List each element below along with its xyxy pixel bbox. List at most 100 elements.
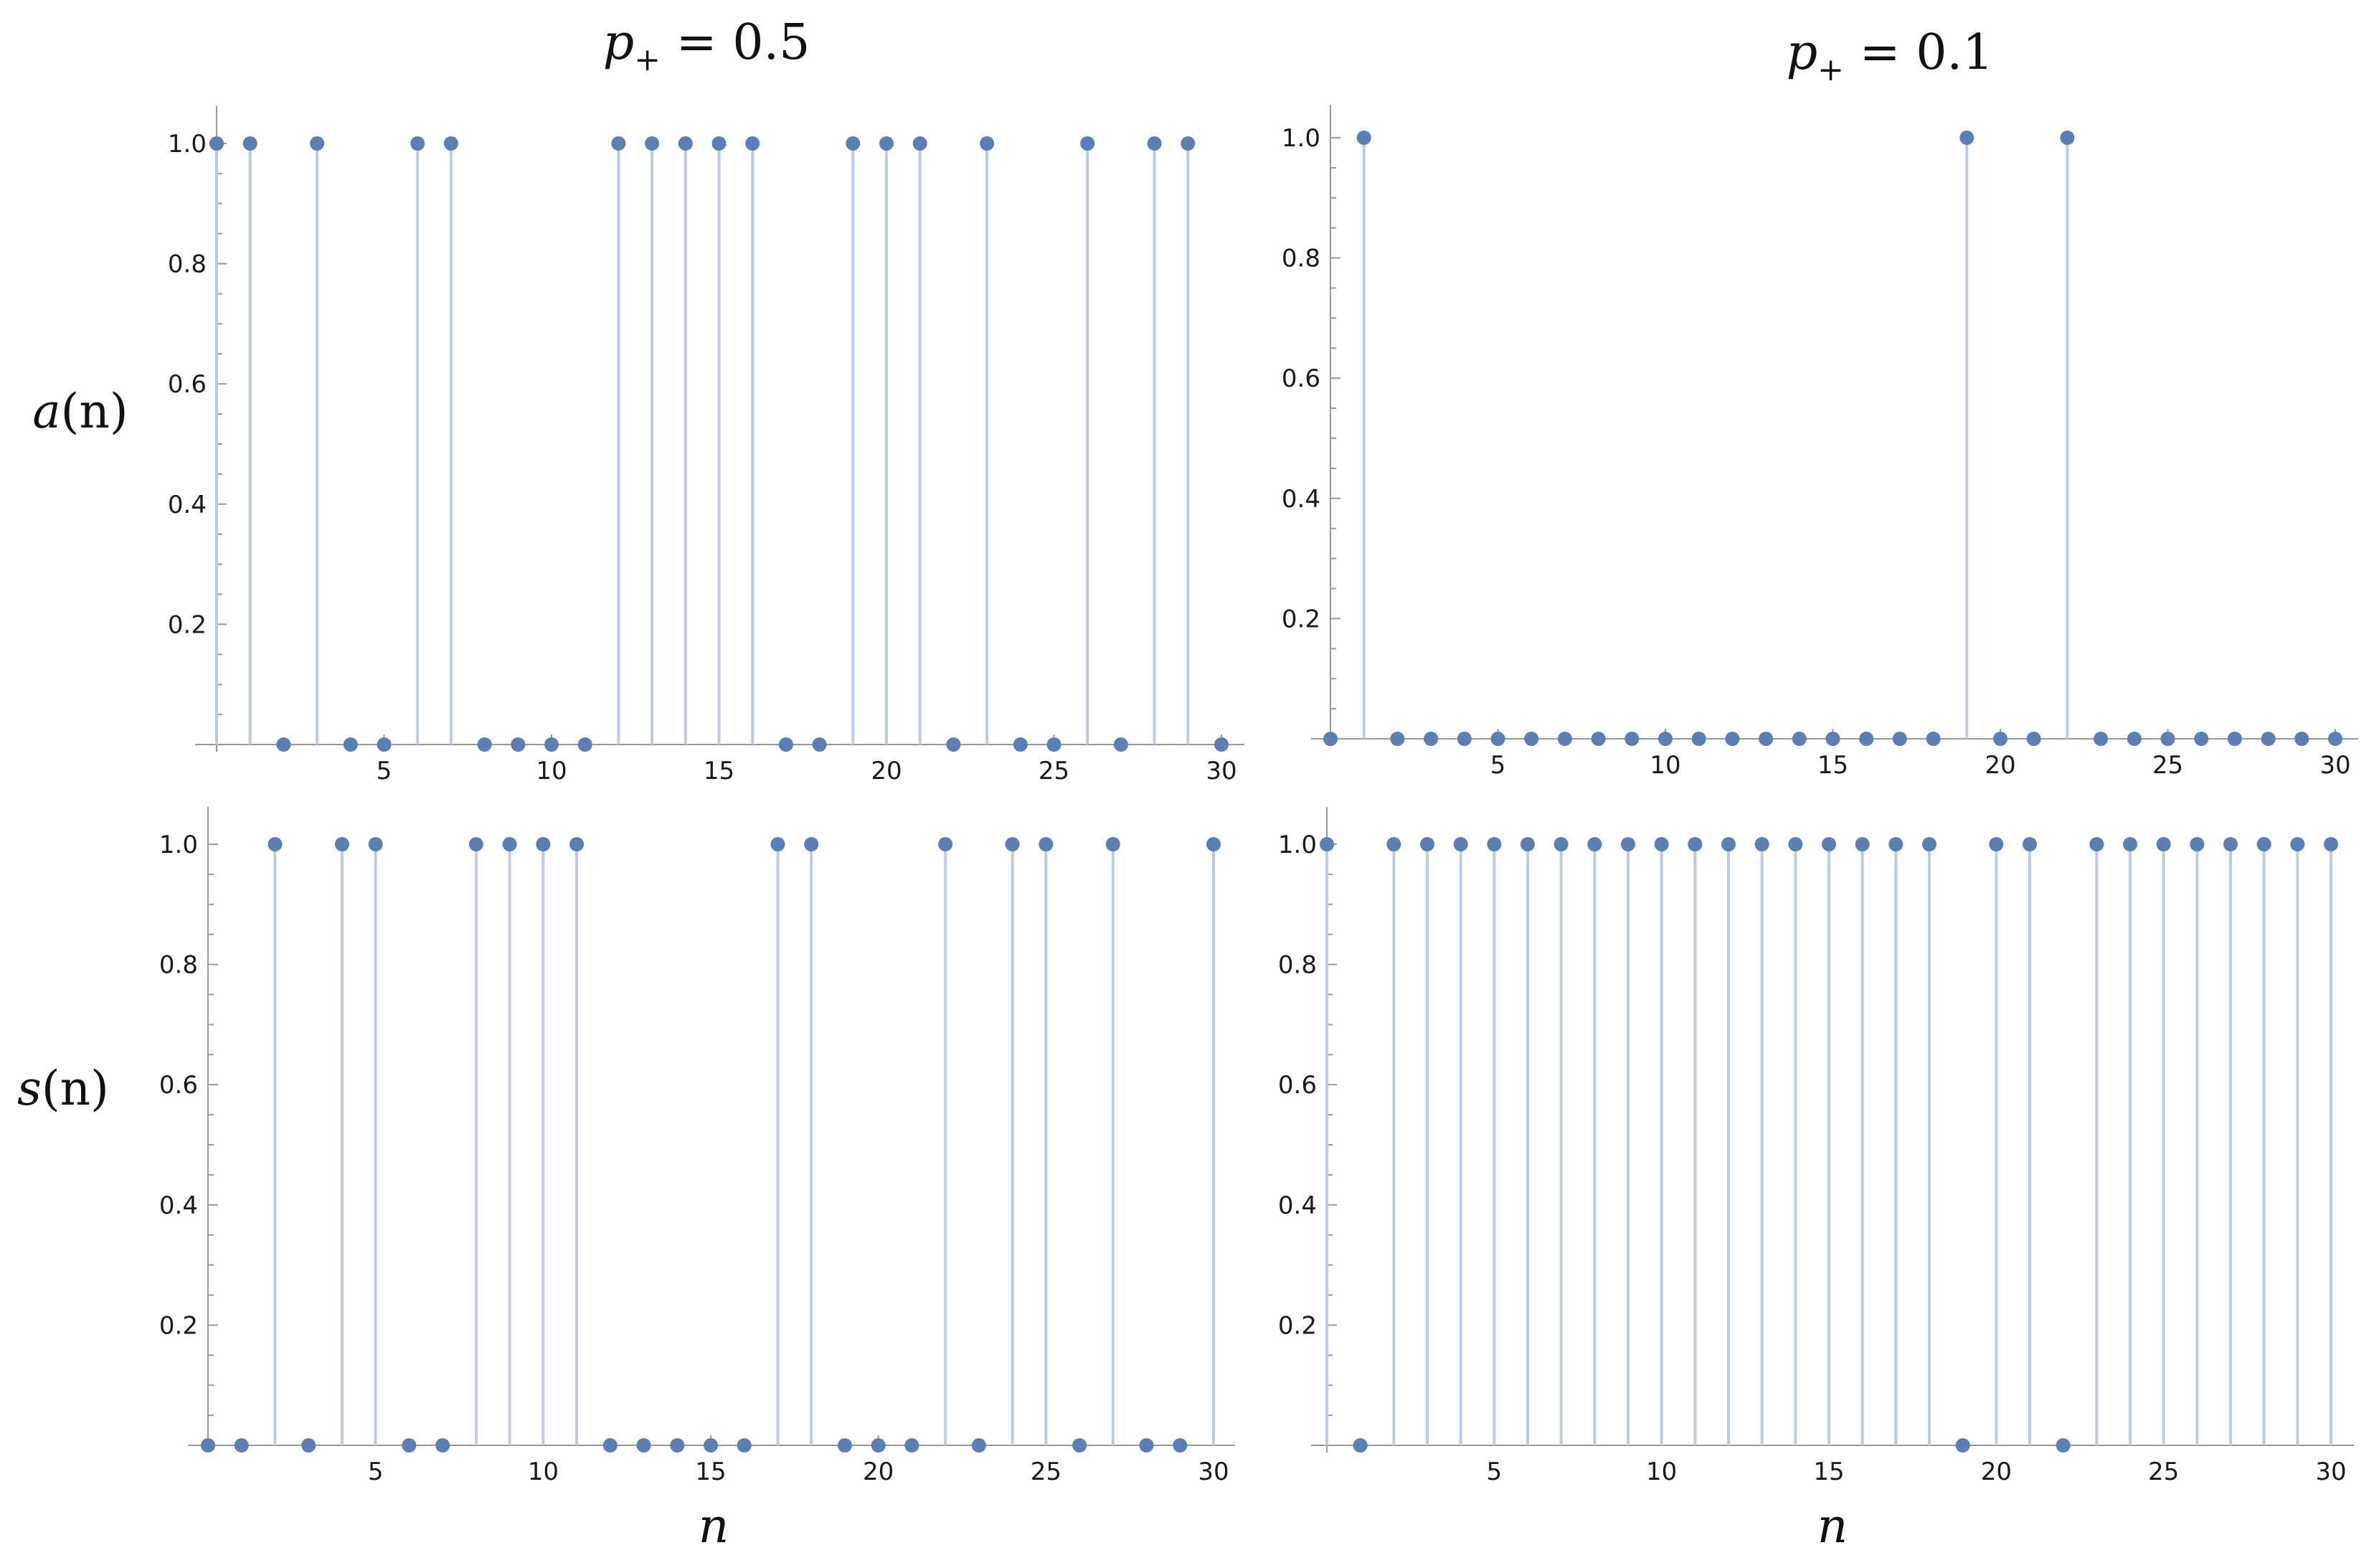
point-a-p01-25 (2160, 732, 2175, 746)
panel-s-p05: 5 10 15 20 25 30 0.2 0.4 0.6 0.8 1.0 (159, 807, 1235, 1486)
x-tick-label-a-p05-20: 20 (871, 757, 902, 785)
point-a-p01-9 (1625, 732, 1640, 746)
point-a-p01-28 (2261, 732, 2276, 746)
row-label-bottom: s(n) (17, 1061, 109, 1116)
point-s-p01-6 (1521, 837, 1535, 851)
x-tick-label-a-p01-20: 20 (1985, 751, 2015, 780)
point-s-p01-26 (2190, 837, 2205, 851)
point-s-p05-23 (971, 1438, 986, 1453)
y-tick-label-s-p05-0.4: 0.4 (159, 1191, 198, 1220)
point-a-p05-30 (1214, 737, 1229, 752)
column-title-right-sub: + (1817, 52, 1844, 88)
point-a-p01-27 (2227, 732, 2242, 746)
point-s-p01-2 (1386, 837, 1401, 851)
row-label-top: a(n) (32, 384, 128, 439)
point-a-p05-16 (745, 136, 760, 151)
point-a-p05-12 (611, 136, 626, 151)
x-tick-label-a-p01-15: 15 (1817, 751, 1848, 780)
point-s-p01-1 (1353, 1438, 1368, 1453)
point-s-p05-4 (334, 837, 349, 851)
point-a-p01-20 (1993, 732, 2008, 746)
point-a-p05-28 (1147, 136, 1162, 151)
row-label-bottom-var: s (17, 1061, 42, 1116)
point-s-p01-21 (2023, 837, 2037, 851)
point-a-p01-4 (1457, 732, 1472, 746)
point-s-p01-16 (1855, 837, 1870, 851)
panel-a-p05: 5 10 15 20 25 30 0.2 0.4 0.6 0.8 1.0 (168, 106, 1244, 785)
x-tick-label-s-p05-30: 30 (1198, 1458, 1229, 1486)
point-a-p01-29 (2294, 732, 2309, 746)
point-a-p01-13 (1759, 732, 1774, 746)
point-a-p05-5 (377, 737, 392, 752)
x-tick-label-a-p05-30: 30 (1206, 757, 1236, 785)
y-tick-label-s-p01-0.2: 0.2 (1278, 1311, 1317, 1340)
point-a-p01-19 (1959, 131, 1975, 145)
point-a-p05-18 (812, 737, 827, 752)
point-a-p05-17 (778, 737, 793, 752)
column-title-right-eq: = 0.1 (1844, 24, 1993, 81)
point-s-p01-24 (2123, 837, 2137, 851)
x-tick-label-a-p01-10: 10 (1650, 751, 1680, 780)
point-a-p05-3 (310, 136, 325, 151)
x-tick-label-s-p01-15: 15 (1813, 1458, 1844, 1486)
point-s-p05-5 (368, 837, 383, 851)
point-a-p01-8 (1591, 732, 1606, 746)
point-s-p05-14 (670, 1438, 685, 1453)
point-a-p01-10 (1658, 732, 1673, 746)
point-a-p05-8 (477, 737, 492, 752)
column-title-left-sub: + (634, 42, 661, 78)
point-a-p05-7 (443, 136, 458, 151)
point-s-p01-10 (1654, 837, 1669, 851)
point-a-p05-23 (980, 136, 995, 151)
point-a-p05-26 (1080, 136, 1095, 151)
y-tick-label-s-p05-0.2: 0.2 (159, 1311, 198, 1340)
panel-s-p01: 5 10 15 20 25 30 0.2 0.4 0.6 0.8 1.0 (1278, 807, 2354, 1486)
x-tick-label-s-p01-5: 5 (1487, 1458, 1503, 1486)
y-tick-label-s-p01-0.8: 0.8 (1278, 951, 1317, 980)
point-a-p05-29 (1181, 136, 1196, 151)
point-s-p01-27 (2223, 837, 2238, 851)
x-tick-label-a-p05-10: 10 (536, 757, 567, 785)
x-tick-label-a-p01-25: 25 (2152, 751, 2183, 780)
point-s-p05-19 (837, 1438, 852, 1453)
row-label-top-arg: (n) (61, 384, 128, 439)
point-a-p05-20 (879, 136, 894, 151)
x-tick-label-s-p05-25: 25 (1031, 1458, 1061, 1486)
point-s-p01-5 (1487, 837, 1502, 851)
point-a-p05-21 (912, 136, 927, 151)
point-s-p01-7 (1553, 837, 1569, 851)
point-a-p01-11 (1691, 732, 1706, 746)
y-tick-label-a-p05-1.0: 1.0 (168, 130, 207, 159)
point-s-p01-25 (2156, 837, 2171, 851)
point-s-p01-9 (1621, 837, 1635, 851)
column-title-right-var: p (1787, 24, 1818, 81)
point-s-p01-28 (2256, 837, 2271, 851)
column-title-right: p+ = 0.1 (1787, 24, 1994, 88)
point-a-p01-5 (1490, 732, 1505, 746)
point-a-p01-15 (1825, 732, 1840, 746)
point-a-p05-19 (846, 136, 861, 151)
point-s-p05-2 (268, 837, 283, 851)
y-tick-label-a-p01-0.2: 0.2 (1282, 605, 1320, 633)
point-a-p05-22 (946, 737, 961, 752)
y-tick-label-a-p01-0.4: 0.4 (1282, 485, 1320, 514)
y-tick-label-a-p01-0.6: 0.6 (1282, 364, 1320, 393)
point-a-p01-21 (2026, 732, 2041, 746)
point-s-p01-23 (2089, 837, 2104, 851)
point-a-p05-0 (209, 136, 224, 151)
point-a-p05-13 (645, 136, 660, 151)
point-s-p01-3 (1420, 837, 1434, 851)
x-tick-label-s-p01-20: 20 (1981, 1458, 2012, 1486)
point-s-p05-21 (904, 1438, 919, 1453)
point-a-p01-26 (2194, 732, 2209, 746)
x-tick-label-s-p01-10: 10 (1646, 1458, 1677, 1486)
x-tick-label-a-p01-30: 30 (2319, 751, 2350, 780)
point-a-p05-9 (511, 737, 526, 752)
point-a-p05-25 (1046, 737, 1061, 752)
x-tick-label-s-p05-5: 5 (368, 1458, 384, 1486)
point-a-p05-2 (276, 737, 291, 752)
point-s-p05-27 (1105, 837, 1120, 851)
point-a-p01-1 (1356, 131, 1371, 145)
column-title-left: p+ = 0.5 (603, 14, 810, 78)
point-s-p01-19 (1955, 1438, 1970, 1453)
